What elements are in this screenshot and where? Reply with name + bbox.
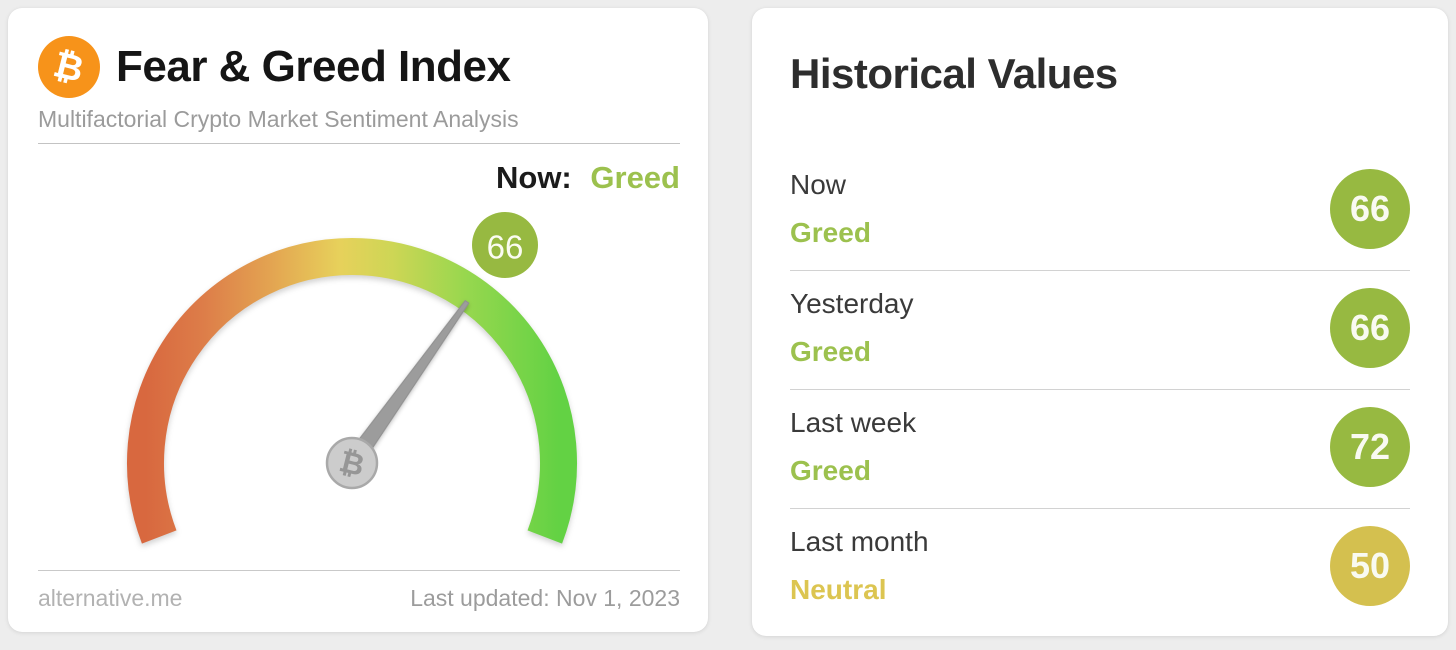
row-sentiment: Neutral	[790, 573, 887, 605]
row-label: Last week	[790, 407, 917, 439]
value-badge: 66	[1330, 288, 1410, 368]
gauge-value-label: 66	[487, 229, 524, 266]
row-label: Yesterday	[790, 288, 914, 320]
historical-values-card: Historical Values Now Greed 66 Yesterday…	[752, 8, 1448, 636]
value-badge: 66	[1330, 169, 1410, 249]
row-sentiment: Greed	[790, 454, 871, 486]
needle-hub	[325, 436, 379, 490]
bitcoin-icon: ₿	[38, 36, 100, 98]
row-sentiment: Greed	[790, 335, 871, 367]
row-label: Now	[790, 169, 847, 201]
history-row-yesterday: Yesterday Greed 66	[790, 271, 1410, 390]
source-link[interactable]: alternative.me	[38, 585, 183, 611]
header-divider	[38, 143, 680, 144]
gauge-arc	[127, 238, 577, 544]
card-title: Fear & Greed Index	[116, 42, 511, 91]
fear-greed-card: ₿ Fear & Greed Index Multifactorial Cryp…	[8, 8, 708, 632]
now-sentiment-value: Greed	[590, 160, 680, 195]
row-texts: Last month Neutral	[790, 526, 929, 605]
current-sentiment: Now: Greed	[38, 160, 680, 196]
row-texts: Now Greed	[790, 169, 871, 248]
row-sentiment: Greed	[790, 216, 871, 248]
row-label: Last month	[790, 526, 929, 558]
card-footer: alternative.me Last updated: Nov 1, 2023	[38, 570, 680, 612]
value-badge: 72	[1330, 407, 1410, 487]
value-badge: 50	[1330, 526, 1410, 606]
history-row-last-week: Last week Greed 72	[790, 390, 1410, 509]
gauge-value-badge	[472, 212, 538, 278]
history-title: Historical Values	[790, 50, 1118, 97]
last-updated-text: Last updated: Nov 1, 2023	[410, 585, 680, 611]
history-row-last-month: Last month Neutral 50	[790, 509, 1410, 627]
now-label: Now:	[496, 160, 572, 195]
card-header: ₿ Fear & Greed Index	[38, 36, 680, 98]
row-texts: Yesterday Greed	[790, 288, 914, 367]
history-row-now: Now Greed 66	[790, 152, 1410, 271]
card-subtitle: Multifactorial Crypto Market Sentiment A…	[38, 106, 519, 132]
gauge-chart: ₿ 66	[127, 212, 577, 544]
row-texts: Last week Greed	[790, 407, 916, 486]
history-rows: Now Greed 66 Yesterday Greed 66 Last wee…	[790, 152, 1410, 627]
bitcoin-glyph: ₿	[49, 43, 89, 90]
